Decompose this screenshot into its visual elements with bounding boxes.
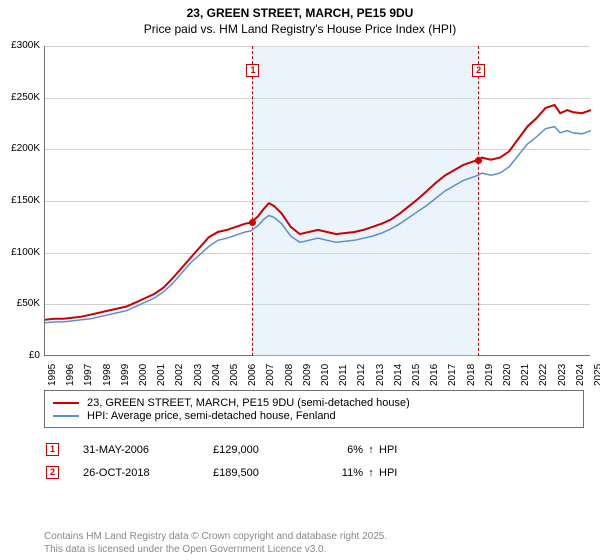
transaction-marker: 1 bbox=[46, 443, 59, 456]
transactions-table: 1 31-MAY-2006£129,0006%↑HPI 2 26-OCT-2018£1… bbox=[44, 438, 584, 484]
legend-label: HPI: Average price, semi-detached house,… bbox=[87, 410, 336, 422]
y-axis-tick-label: £0 bbox=[4, 350, 40, 361]
chart-address: 23, GREEN STREET, MARCH, PE15 9DU bbox=[0, 6, 600, 20]
y-axis-tick-label: £50K bbox=[4, 298, 40, 309]
legend-swatch bbox=[53, 402, 79, 404]
transaction-date: 26-OCT-2018 bbox=[83, 467, 213, 479]
marker-label: 1 bbox=[246, 64, 259, 77]
chart-subtitle: Price paid vs. HM Land Registry's House … bbox=[0, 22, 600, 36]
y-axis-tick-label: £150K bbox=[4, 195, 40, 206]
chart-container: 23, GREEN STREET, MARCH, PE15 9DU Price … bbox=[0, 0, 600, 560]
transaction-price: £189,500 bbox=[213, 467, 323, 479]
transaction-pct: 11% bbox=[323, 467, 363, 479]
title-block: 23, GREEN STREET, MARCH, PE15 9DU Price … bbox=[0, 0, 600, 40]
attribution-line1: Contains HM Land Registry data © Crown c… bbox=[44, 531, 584, 544]
legend: 23, GREEN STREET, MARCH, PE15 9DU (semi-… bbox=[44, 390, 584, 428]
plot-area: 12 bbox=[44, 46, 590, 356]
legend-item: 23, GREEN STREET, MARCH, PE15 9DU (semi-… bbox=[53, 397, 575, 409]
series-line-property bbox=[45, 105, 591, 320]
legend-item: HPI: Average price, semi-detached house,… bbox=[53, 410, 575, 422]
transaction-pct: 6% bbox=[323, 444, 363, 456]
transaction-price: £129,000 bbox=[213, 444, 323, 456]
transaction-date: 31-MAY-2006 bbox=[83, 444, 213, 456]
transaction-row: 1 31-MAY-2006£129,0006%↑HPI bbox=[44, 438, 584, 461]
attribution-line2: This data is licensed under the Open Gov… bbox=[44, 544, 584, 557]
legend-label: 23, GREEN STREET, MARCH, PE15 9DU (semi-… bbox=[87, 397, 410, 409]
chart-area: £0£50K£100K£150K£200K£250K£300K 12 19951… bbox=[4, 46, 594, 386]
transaction-hpi-label: HPI bbox=[379, 444, 584, 456]
transaction-row: 2 26-OCT-2018£189,50011%↑HPI bbox=[44, 461, 584, 484]
arrow-up-icon: ↑ bbox=[363, 444, 379, 456]
transaction-hpi-label: HPI bbox=[379, 467, 584, 479]
legend-swatch bbox=[53, 415, 79, 417]
series-line-hpi bbox=[45, 127, 591, 323]
line-svg bbox=[45, 46, 591, 356]
marker-label: 2 bbox=[472, 64, 485, 77]
y-axis-tick-label: £100K bbox=[4, 247, 40, 258]
transaction-marker: 2 bbox=[46, 466, 59, 479]
y-axis-tick-label: £200K bbox=[4, 143, 40, 154]
attribution: Contains HM Land Registry data © Crown c… bbox=[44, 531, 584, 556]
y-axis-tick-label: £250K bbox=[4, 92, 40, 103]
arrow-up-icon: ↑ bbox=[363, 467, 379, 479]
transaction-point bbox=[475, 157, 482, 164]
y-axis-tick-label: £300K bbox=[4, 40, 40, 51]
